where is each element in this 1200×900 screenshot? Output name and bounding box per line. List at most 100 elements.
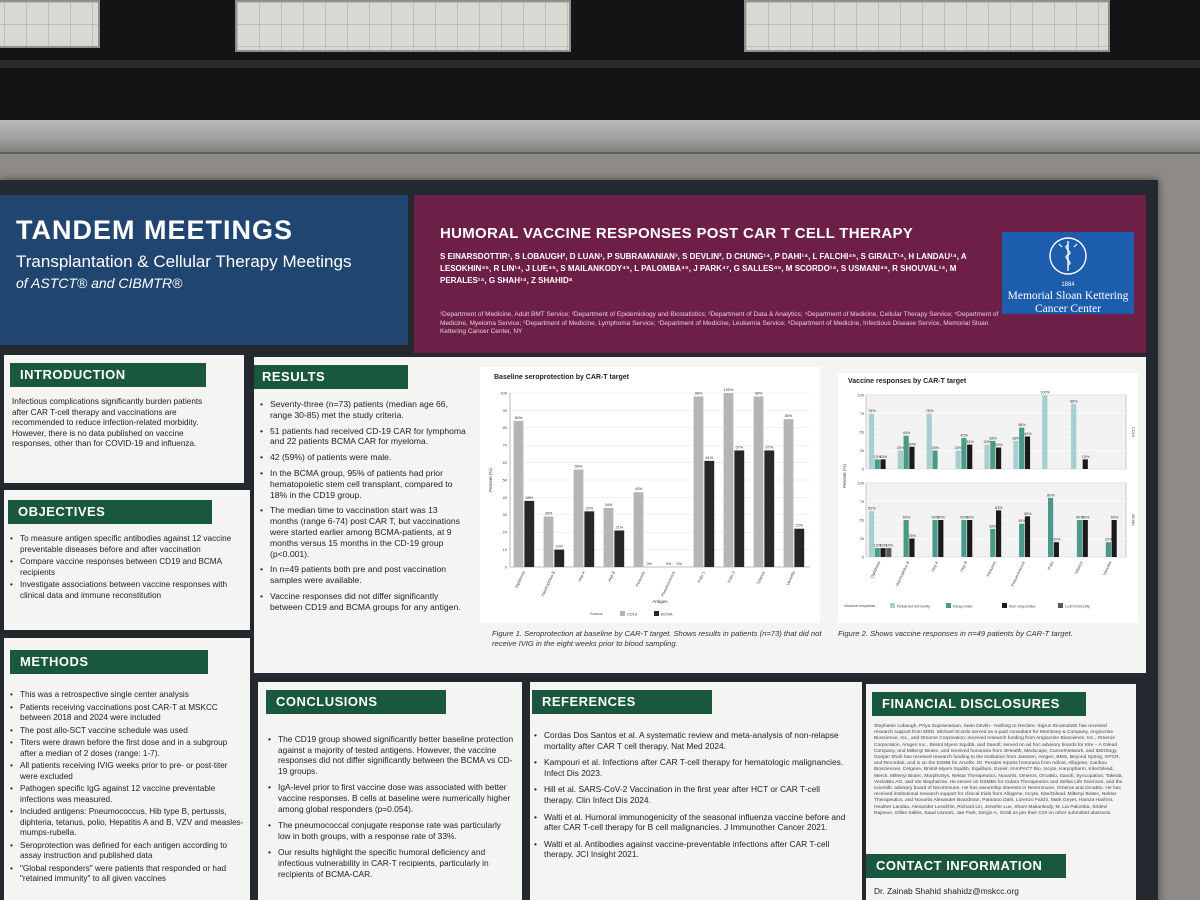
bar [967,520,973,557]
bar [1082,459,1088,469]
data-label: 67% [765,445,773,449]
references-heading: REFERENCES [532,690,712,714]
legend-swatch [1002,603,1007,608]
methods-list: This was a retrospective single center a… [10,690,244,887]
bar [1019,523,1025,557]
results-panel: RESULTS Seventy-three (n=73) patients (m… [254,357,1146,673]
data-label: 21% [615,525,623,529]
figure-1-chart: Baseline seroprotection by CAR-T target 0… [480,367,820,623]
data-label: 80% [1047,493,1055,497]
conclusions-heading: CONCLUSIONS [266,690,446,714]
bar [1111,520,1117,557]
y-tick-label: 60 [503,460,508,465]
conclusions-list: The CD19 group showed significantly bett… [268,734,514,885]
y-tick-label: 90 [503,408,508,413]
x-tick-label: Pertussis [634,570,645,587]
bar [886,548,892,557]
data-label: 10% [555,545,563,549]
data-label: 34% [605,503,613,507]
conclusion-item: The CD19 group showed significantly bett… [268,734,514,776]
bar [1082,520,1088,557]
x-tick-label: Tetanus [755,570,765,585]
data-label: 50% [903,516,911,520]
result-item: 42 (59%) of patients were male. [260,452,466,463]
bar [955,450,961,469]
y-tick-label: 100 [500,390,507,395]
data-label: 0% [647,562,653,566]
data-label: 50% [960,516,968,520]
panel-label: CD19 [1131,427,1136,438]
data-label: 100% [1040,391,1050,395]
data-label: 55% [1024,512,1032,516]
method-item: Included antigens: Pneumococcus, Hib typ… [10,807,244,839]
method-item: All patients receiving IVIG weeks prior … [10,761,244,782]
y-tick-label: 75 [860,499,865,504]
result-item: In n=49 patients both pre and post vacci… [260,564,466,586]
data-label: 50% [932,516,940,520]
data-label: 25% [897,446,905,450]
tandem-org-text: of ASTCT® and CIBMTR® [16,275,183,291]
x-tick-label: Polio 1 [696,570,706,584]
data-label: 85% [785,414,793,418]
data-label: 38% [989,436,997,440]
bar [693,396,704,567]
methods-panel: METHODS This was a retrospective single … [4,638,250,900]
figure-1-caption: Figure 1. Seroprotection at baseline by … [492,629,822,648]
objectives-heading: OBJECTIVES [8,500,212,524]
bar [903,435,909,469]
y-tick-label: 70 [503,443,508,448]
bar [874,548,880,557]
data-label: 45% [903,431,911,435]
data-label: 12% [874,544,882,548]
bar [897,450,903,469]
legend-label: Retained immunity [897,604,930,609]
legend-swatch [890,603,895,608]
data-label: 25% [955,446,963,450]
bar [753,396,764,567]
y-tick-label: 50 [860,517,865,522]
x-tick-label: Varicella [1102,560,1113,576]
ceiling [0,0,1200,125]
reference-item: Walti et al. Antibodies against vaccine-… [534,839,850,860]
y-tick-label: 100 [857,392,864,397]
objectives-list: To measure antigen specific antibodies a… [10,534,240,603]
y-tick-label: 0 [862,466,865,471]
data-label: 50% [1111,516,1119,520]
conclusion-item: IgA-level prior to first vaccine dose wa… [268,782,514,814]
bar [704,460,715,567]
data-label: 29% [995,443,1003,447]
legend-label: BCMA [661,612,673,617]
bar [880,548,886,557]
legend-swatch [1058,603,1063,608]
data-label: 13% [1082,455,1090,459]
data-label: 50% [937,516,945,520]
bar [990,528,996,557]
data-label: 30% [908,442,916,446]
y-tick-label: 0 [505,564,508,569]
contact-heading: CONTACT INFORMATION [866,854,1066,878]
contact-text: Dr. Zainab Shahid shahidz@mskcc.org [874,886,1019,896]
x-tick-label: Hep B [607,570,616,582]
result-item: Vaccine responses did not differ signifi… [260,591,466,613]
y-tick-label: 30 [503,512,508,517]
legend-swatch [946,603,951,608]
bar [926,413,932,469]
data-label: 98% [695,391,703,395]
data-label: 32% [585,506,593,510]
bar [1013,440,1019,469]
data-label: 62% [868,507,876,511]
bar [996,447,1002,469]
references-panel: REFERENCES Cordas Dos Santos et al. A sy… [530,682,862,900]
data-label: 67% [735,445,743,449]
bar [573,469,584,567]
reference-item: Hill et al. SARS-CoV-2 Vaccination in th… [534,784,850,805]
data-label: 61% [705,456,713,460]
chart-title: Baseline seroprotection by CAR-T target [494,374,630,381]
y-tick-label: 40 [503,495,508,500]
bar [603,507,614,567]
objectives-panel: OBJECTIVES To measure antigen specific a… [4,490,250,630]
chart-title: Vaccine responses by CAR-T target [848,378,967,385]
data-label: 50% [1076,516,1084,520]
bar [984,444,990,469]
data-label: 98% [755,391,763,395]
